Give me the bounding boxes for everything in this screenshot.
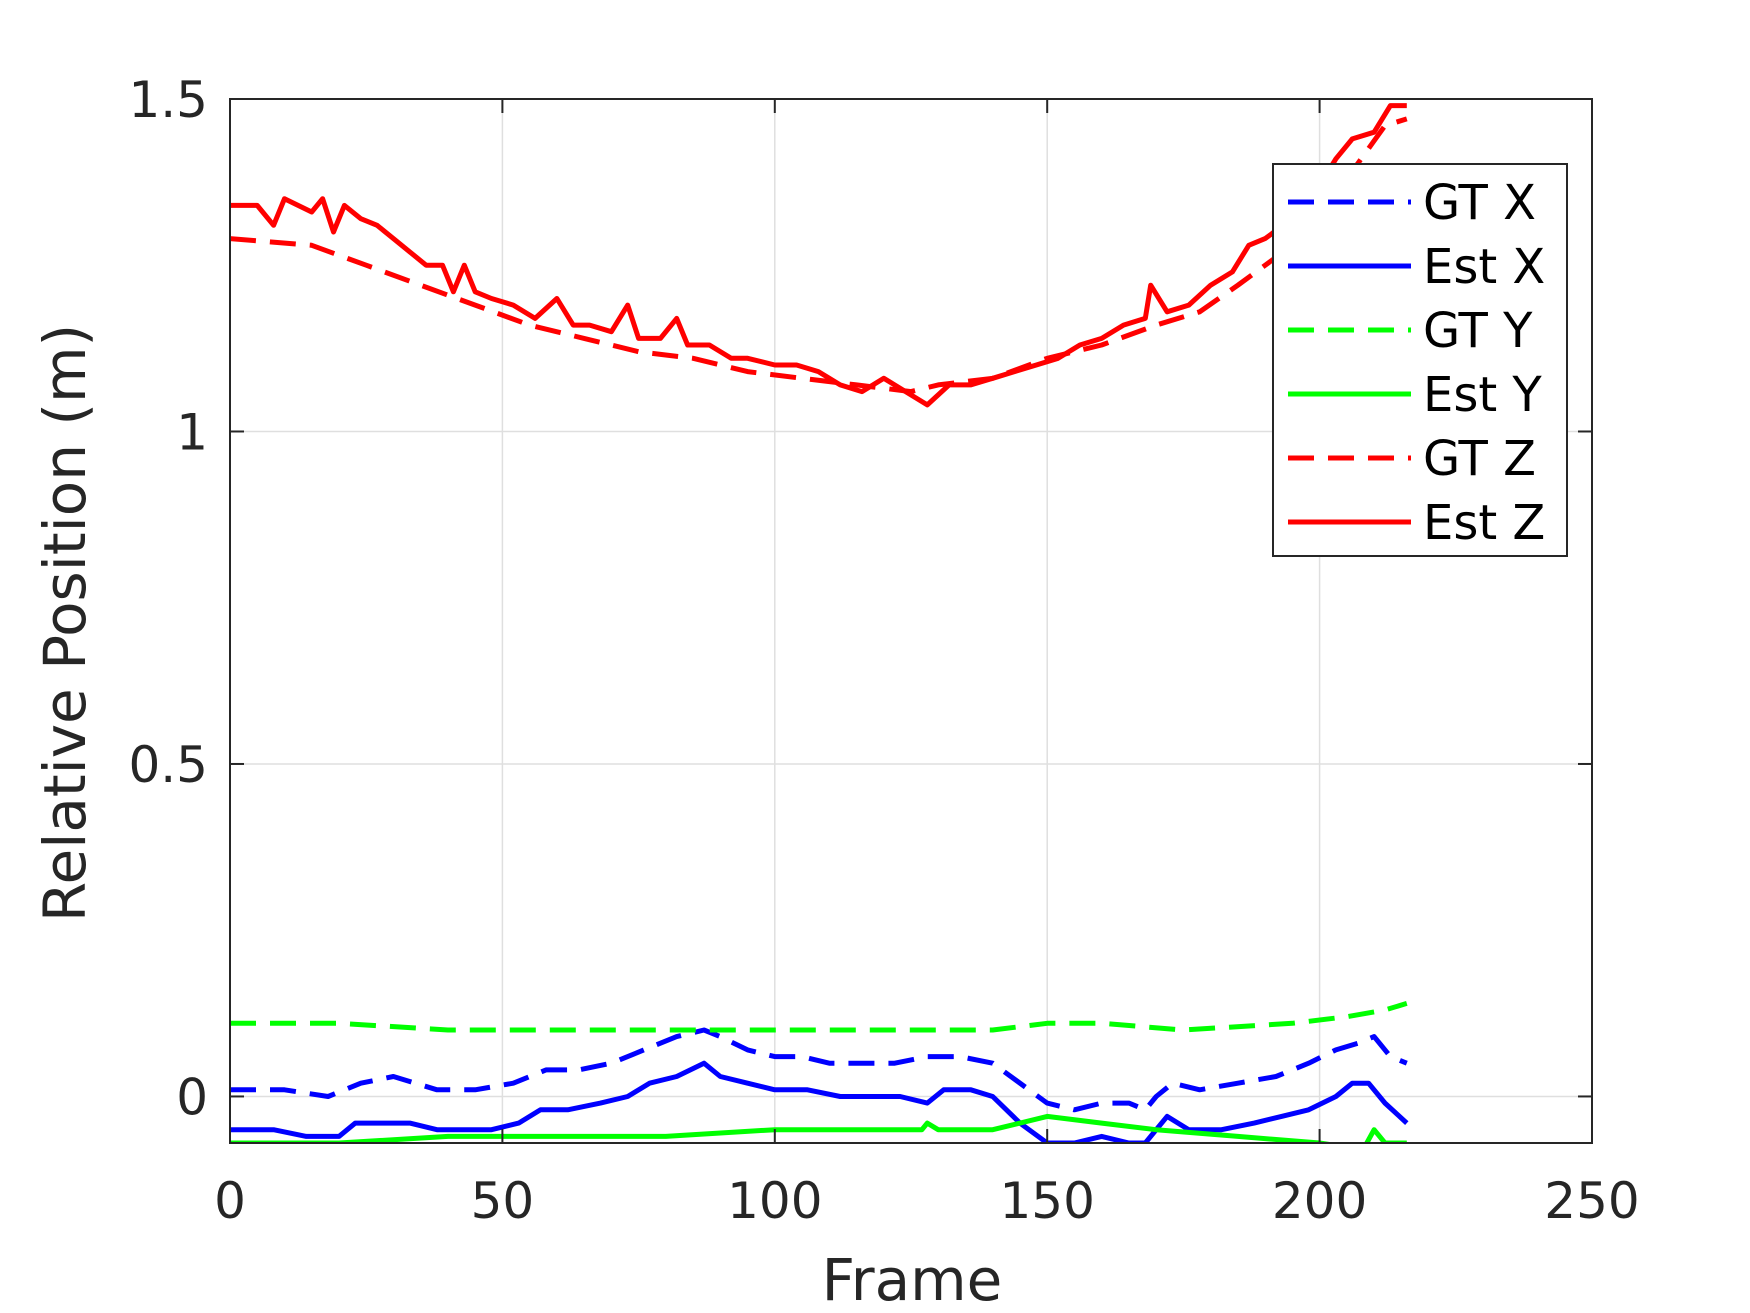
x-tick-label: 100 <box>727 1172 822 1230</box>
series-line-est-z <box>230 103 1407 408</box>
tick-labels: 0 50 100 150 200 250 0 0.5 1 1.5 <box>128 71 1639 1230</box>
legend-label: Est Z <box>1423 495 1545 551</box>
legend-label: Est Y <box>1423 367 1542 423</box>
data-series <box>230 103 1409 1143</box>
x-tick-label: 0 <box>214 1172 246 1230</box>
x-tick-label: 250 <box>1544 1172 1639 1230</box>
series-line-gt-z <box>230 116 1408 395</box>
series-line-gt-y <box>230 1001 1408 1033</box>
x-tick-label: 50 <box>471 1172 535 1230</box>
legend-label: Est X <box>1423 239 1545 295</box>
legend-label: GT Y <box>1423 303 1533 359</box>
legend-label: GT Z <box>1423 431 1536 487</box>
y-tick-label: 1.5 <box>128 71 208 129</box>
y-tick-label: 0 <box>176 1068 208 1126</box>
series-line-est-y <box>230 1113 1407 1143</box>
y-tick-label: 1 <box>176 403 208 461</box>
x-axis-title: Frame <box>822 1246 1003 1313</box>
y-axis-title: Relative Position (m) <box>31 324 99 922</box>
axes <box>229 98 1593 1144</box>
x-tick-label: 150 <box>999 1172 1094 1230</box>
legend-label: GT X <box>1423 175 1536 231</box>
x-tick-label: 200 <box>1272 1172 1367 1230</box>
plot-frame <box>229 98 1593 1144</box>
series-line-gt-x <box>230 1027 1408 1113</box>
legend: GT X Est X GT Y Est Y GT Z Est Z <box>1272 163 1568 557</box>
y-tick-label: 0.5 <box>128 736 208 794</box>
series-line-est-x <box>230 1060 1409 1143</box>
legend-box <box>1272 163 1568 557</box>
